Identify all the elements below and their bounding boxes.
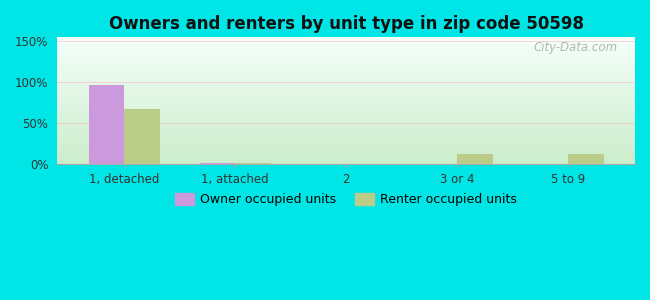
Bar xyxy=(568,154,604,164)
Bar xyxy=(458,154,493,164)
Legend: Owner occupied units, Renter occupied units: Owner occupied units, Renter occupied un… xyxy=(170,188,522,211)
Bar xyxy=(124,109,160,164)
Bar xyxy=(235,163,270,164)
Title: Owners and renters by unit type in zip code 50598: Owners and renters by unit type in zip c… xyxy=(109,15,584,33)
Text: City-Data.com: City-Data.com xyxy=(534,41,618,54)
Bar xyxy=(200,163,235,164)
Bar xyxy=(88,85,124,164)
